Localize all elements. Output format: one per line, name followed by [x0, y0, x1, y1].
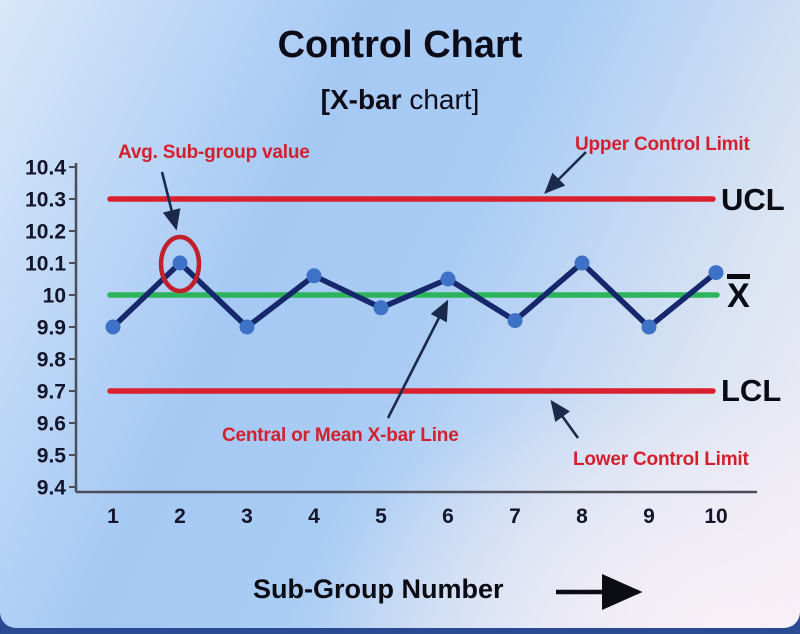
- data-point: [574, 255, 590, 271]
- annotation-central-mean-line: Central or Mean X-bar Line: [222, 425, 459, 446]
- data-point: [172, 255, 188, 271]
- x-axis-tick-label: 9: [643, 505, 655, 528]
- x-axis-tick-label: 6: [442, 505, 454, 528]
- x-axis-tick-label: 5: [375, 505, 387, 528]
- chart-title: Control Chart: [277, 24, 523, 66]
- x-axis-title-row: Sub-Group Number: [253, 574, 504, 605]
- xbar-series-line: [110, 260, 719, 330]
- lower-control-limit-arrow: [550, 399, 580, 439]
- y-axis-tick-label: 10.2: [25, 221, 66, 244]
- x-axis-tick-label: 4: [308, 505, 320, 528]
- x-axis-tick-label: 3: [241, 505, 253, 528]
- y-axis-tick-label: 10: [43, 285, 66, 308]
- xbar-overline: [727, 274, 750, 279]
- data-point: [105, 319, 121, 335]
- y-axis-tick-label: 9.7: [37, 381, 66, 404]
- y-axis-tick-label: 10.4: [25, 157, 66, 180]
- x-axis-tick-label: 2: [174, 505, 186, 528]
- data-point: [641, 319, 657, 335]
- annotation-lower-control-limit: Lower Control Limit: [573, 449, 749, 470]
- data-point: [708, 265, 724, 281]
- central-line-arrow: [386, 299, 449, 419]
- chart-subtitle-regular: chart]: [401, 84, 480, 115]
- label-ucl: UCL: [721, 182, 785, 217]
- y-axis-tick-label: 9.4: [37, 477, 67, 500]
- data-point: [239, 319, 255, 335]
- y-axis-tick-label: 9.6: [37, 413, 66, 436]
- chart-subtitle: [X-bar chart]: [0, 84, 800, 116]
- label-lcl: LCL: [721, 373, 782, 408]
- y-axis-tick-label: 9.8: [37, 349, 67, 372]
- x-axis-tick-label: 10: [704, 505, 727, 528]
- label-xbar: X: [727, 274, 750, 315]
- data-point: [306, 268, 322, 284]
- y-axis-tick-label: 9.5: [37, 445, 67, 468]
- x-axis-tick-label: 1: [107, 505, 119, 528]
- x-axis-tick-label: 8: [576, 505, 588, 528]
- y-axis-tick-label: 9.9: [37, 317, 66, 340]
- x-axis-tick-label: 7: [509, 505, 521, 528]
- y-axis-tick-label: 10.3: [25, 189, 66, 212]
- xbar-character: X: [727, 277, 750, 315]
- x-axis-title: Sub-Group Number: [253, 574, 504, 604]
- data-point: [507, 313, 523, 329]
- annotation-upper-control-limit: Upper Control Limit: [575, 134, 750, 155]
- highlight-circle: [158, 234, 202, 294]
- chart-subtitle-bold: [X-bar: [320, 84, 402, 115]
- data-point: [373, 300, 389, 316]
- y-axis-tick-label: 10.1: [25, 253, 66, 276]
- avg-subgroup-arrow: [160, 171, 181, 231]
- data-point: [440, 271, 456, 287]
- annotation-avg-subgroup-value: Avg. Sub-group value: [118, 142, 310, 163]
- upper-control-limit-arrow: [544, 151, 587, 194]
